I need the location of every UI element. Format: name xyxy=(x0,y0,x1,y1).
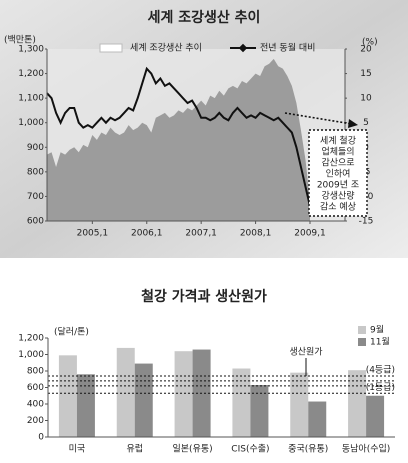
y2-tick-label: 10 xyxy=(360,94,372,104)
y2-tick-label: -15 xyxy=(359,217,374,227)
legend-swatch xyxy=(358,338,366,346)
y-tick-label: 1,200 xyxy=(18,334,44,344)
bar xyxy=(76,374,95,437)
y2-axis-label: (%) xyxy=(362,38,378,48)
chart-title: 철강 가격과 생산원가 xyxy=(141,288,267,305)
reference-label: (1등급) xyxy=(366,382,395,393)
annotation-arrow xyxy=(284,112,353,125)
y-tick-label: 1,200 xyxy=(18,69,44,79)
x-tick-label: CIS(수출) xyxy=(231,444,269,455)
chart-title: 세계 조강생산 추이 xyxy=(148,9,261,26)
legend-label: 9월 xyxy=(370,324,384,336)
y-axis-label: (달러/톤) xyxy=(54,326,89,338)
y2-tick-label: 5 xyxy=(363,118,369,128)
bar xyxy=(116,347,135,437)
legend-label: 11월 xyxy=(370,336,390,348)
y-tick-label: 400 xyxy=(27,400,44,410)
bar xyxy=(58,355,77,437)
legend-label: 세계 조강생산 추이 xyxy=(130,42,202,54)
reference-title: 생산원가 xyxy=(289,347,322,358)
annotation-text: 강생산량 xyxy=(321,190,354,202)
y-tick-label: 1,300 xyxy=(18,45,44,55)
legend-label: 전년 동월 대비 xyxy=(260,42,315,54)
annotation-arrowhead xyxy=(348,119,358,128)
x-tick-label: 일본(유통) xyxy=(173,444,213,455)
y-axis-label: (백만톤) xyxy=(4,35,36,46)
x-tick-label: 동남아(수입) xyxy=(342,443,390,455)
area xyxy=(47,58,310,222)
y-tick-label: 1,100 xyxy=(18,94,44,104)
y-tick-label: 1,000 xyxy=(18,118,44,128)
x-tick-label: 2008,1 xyxy=(240,229,272,239)
bar xyxy=(250,385,269,437)
x-tick-label: 중국(유통) xyxy=(288,444,328,455)
bar xyxy=(174,351,193,437)
x-tick-label: 2005,1 xyxy=(77,229,109,239)
bar xyxy=(134,363,153,437)
y2-tick-label: 20 xyxy=(360,45,372,55)
annotation-text: 감산으로 xyxy=(321,157,354,169)
bar xyxy=(232,368,251,437)
x-tick-label: 2006,1 xyxy=(131,229,163,239)
y2-tick-label: 15 xyxy=(360,69,371,79)
y-tick-label: 1,000 xyxy=(18,350,44,360)
annotation-text: 감소 예상 xyxy=(320,201,356,213)
legend-marker xyxy=(238,43,248,53)
x-tick-label: 유럽 xyxy=(126,444,143,455)
y-tick-label: 800 xyxy=(27,367,44,377)
y-tick-label: 800 xyxy=(27,167,44,177)
y-tick-label: 700 xyxy=(27,192,44,202)
x-tick-label: 2007,1 xyxy=(185,229,217,239)
y-tick-label: 600 xyxy=(27,383,44,393)
annotation-box xyxy=(308,129,368,217)
bar xyxy=(308,401,327,437)
reference-label: (4등급) xyxy=(366,364,395,375)
x-tick-label: 미국 xyxy=(69,444,86,455)
bar xyxy=(290,372,309,437)
annotation-text: 업체들의 xyxy=(321,147,354,158)
annotation-text: 인하여 xyxy=(326,168,351,180)
legend-swatch xyxy=(99,43,123,53)
bar xyxy=(348,370,367,437)
y-tick-label: 0 xyxy=(38,433,44,443)
bar xyxy=(366,395,385,437)
line xyxy=(46,66,311,207)
y-tick-label: 200 xyxy=(27,416,44,426)
annotation-text: 2009년 조 xyxy=(317,180,359,191)
y-tick-label: 900 xyxy=(27,143,44,153)
x-tick-label: 2009,1 xyxy=(294,229,326,239)
y-tick-label: 600 xyxy=(27,217,44,227)
annotation-text: 세계 철강 xyxy=(320,135,356,147)
legend-swatch xyxy=(358,326,366,334)
